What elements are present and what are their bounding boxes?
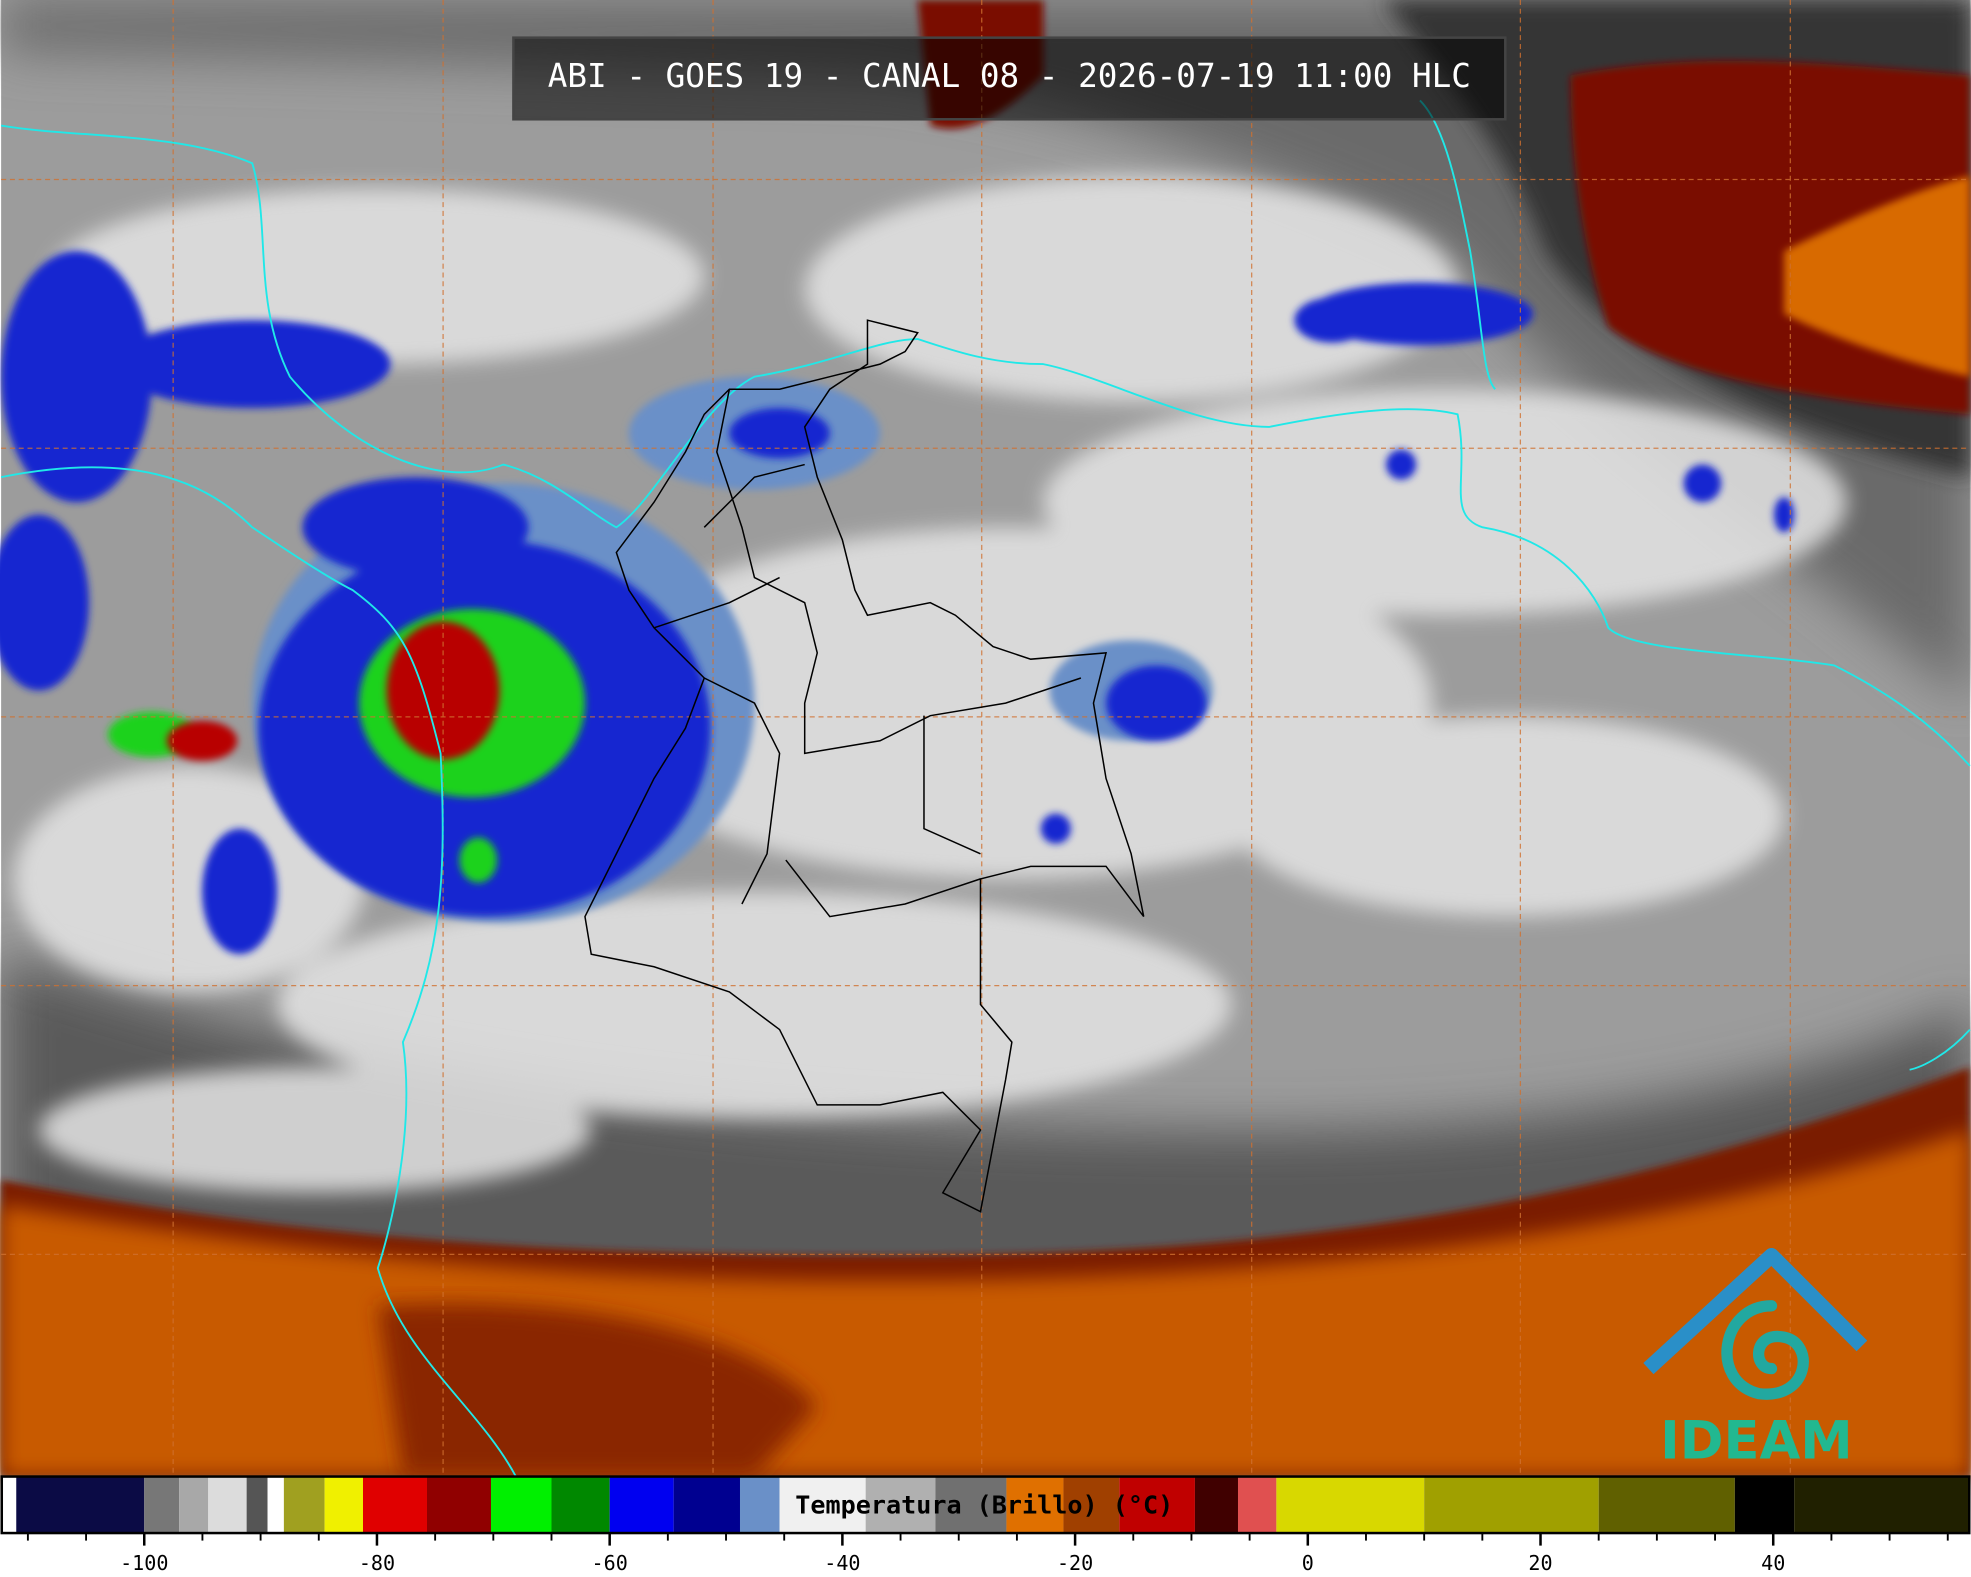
colorbar-segment: [551, 1476, 610, 1534]
colorbar-segment: [1424, 1476, 1599, 1534]
colorbar-segment: [16, 1476, 145, 1534]
tick-label: -20: [1057, 1551, 1093, 1575]
tick-label: 20: [1528, 1551, 1552, 1575]
title: ABI - GOES 19 - CANAL 08 - 2026-07-19 11…: [548, 57, 1471, 95]
graticule: [1, 0, 1970, 1477]
tick-label: -100: [120, 1551, 168, 1575]
colorbar-label: Temperatura (Brillo) (°C): [795, 1491, 1173, 1520]
colorbar-segment: [362, 1476, 427, 1534]
tick-label: -80: [359, 1551, 395, 1575]
colorbar-segment: [609, 1476, 674, 1534]
colorbar-segment: [1794, 1476, 1970, 1534]
colorbar-segment: [1237, 1476, 1277, 1534]
colorbar-frame: [0, 1475, 1971, 1535]
colorbar-segment: [1063, 1476, 1120, 1534]
colorbar: Temperatura (Brillo) (°C) -100 -80 -60 -40 -2…: [0, 1475, 1971, 1577]
colorbar-segment: [324, 1476, 363, 1534]
colorbar-segment: [267, 1476, 284, 1534]
colorbar-segment: [179, 1476, 209, 1534]
logo: IDEAM: [1643, 1248, 1868, 1472]
colorbar-segment: [1276, 1476, 1425, 1534]
title-box: ABI - GOES 19 - CANAL 08 - 2026-07-19 11…: [512, 36, 1507, 121]
tick-label: 40: [1761, 1551, 1785, 1575]
colorbar-segment: [1119, 1476, 1195, 1534]
colorbar-segment: [144, 1476, 180, 1534]
colorbar-segment: [865, 1476, 936, 1534]
country-borders: [584, 319, 1145, 1213]
colorbar-segment: [1598, 1476, 1735, 1534]
colorbar-segment: [1734, 1476, 1795, 1534]
colorbar-segment: [1, 1476, 17, 1534]
colorbar-segment: [426, 1476, 491, 1534]
colorbar-segment: [935, 1476, 1007, 1534]
colorbar-segment: [246, 1476, 268, 1534]
colorbar-segment: [490, 1476, 552, 1534]
tick-label: 0: [1302, 1551, 1314, 1575]
colorbar-segment: [1006, 1476, 1064, 1534]
colorbar-segment: [208, 1476, 247, 1534]
tick-label: -60: [592, 1551, 628, 1575]
map-imagery: [0, 0, 1971, 1477]
colorbar-segment: [1194, 1476, 1238, 1534]
colorbar-segment: [739, 1476, 780, 1534]
colorbar-segment: [283, 1476, 325, 1534]
coastlines: [0, 99, 1971, 1477]
tick-label: -40: [824, 1551, 860, 1575]
colorbar-segment: [779, 1476, 866, 1534]
logo-text: IDEAM: [1660, 1411, 1853, 1472]
colorbar-segment: [673, 1476, 740, 1534]
